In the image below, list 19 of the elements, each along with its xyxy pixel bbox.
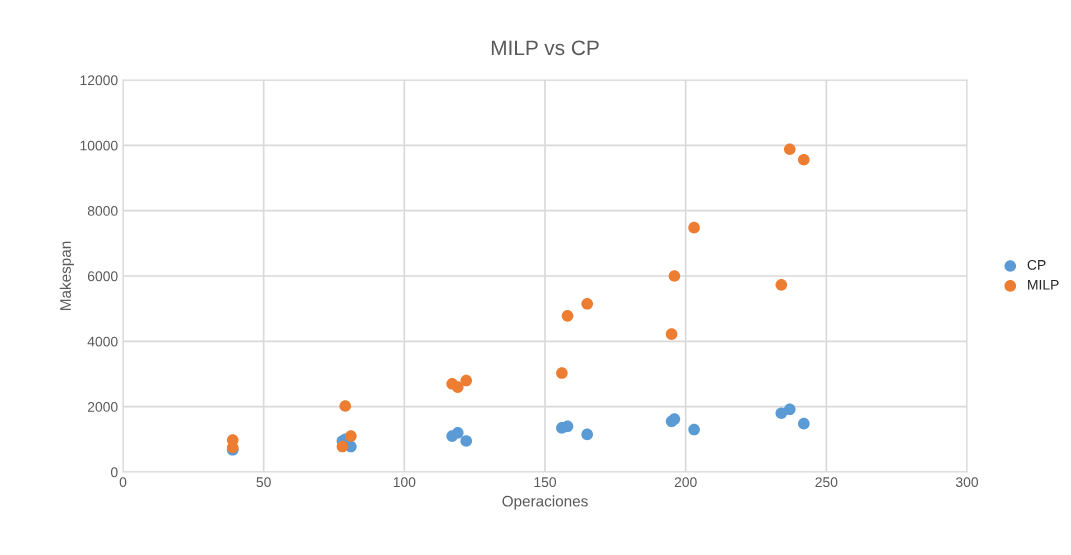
y-axis-title: Makespan bbox=[59, 241, 74, 310]
x-tick-label: 250 bbox=[815, 477, 838, 488]
x-axis-title: Operaciones bbox=[502, 495, 588, 510]
y-tick-label: 10000 bbox=[80, 140, 118, 151]
y-tick-label: 12000 bbox=[80, 75, 118, 86]
y-tick-label: 4000 bbox=[87, 336, 118, 347]
y-tick-label: 8000 bbox=[87, 206, 118, 216]
x-tick-label: 100 bbox=[393, 477, 416, 488]
chart-title: MILP vs CP bbox=[491, 40, 599, 56]
y-tick-label: 2000 bbox=[87, 402, 118, 412]
y-tick-label: 6000 bbox=[87, 271, 118, 282]
x-tick-label: 0 bbox=[119, 477, 127, 488]
y-tick-label: 0 bbox=[110, 467, 118, 478]
x-tick-label: 50 bbox=[256, 477, 271, 488]
x-tick-label: 200 bbox=[674, 477, 697, 488]
legend-label: CP bbox=[1027, 259, 1046, 270]
legend-label: MILP bbox=[1028, 279, 1059, 290]
x-tick-label: 300 bbox=[955, 477, 979, 488]
x-tick-label: 150 bbox=[534, 477, 557, 488]
